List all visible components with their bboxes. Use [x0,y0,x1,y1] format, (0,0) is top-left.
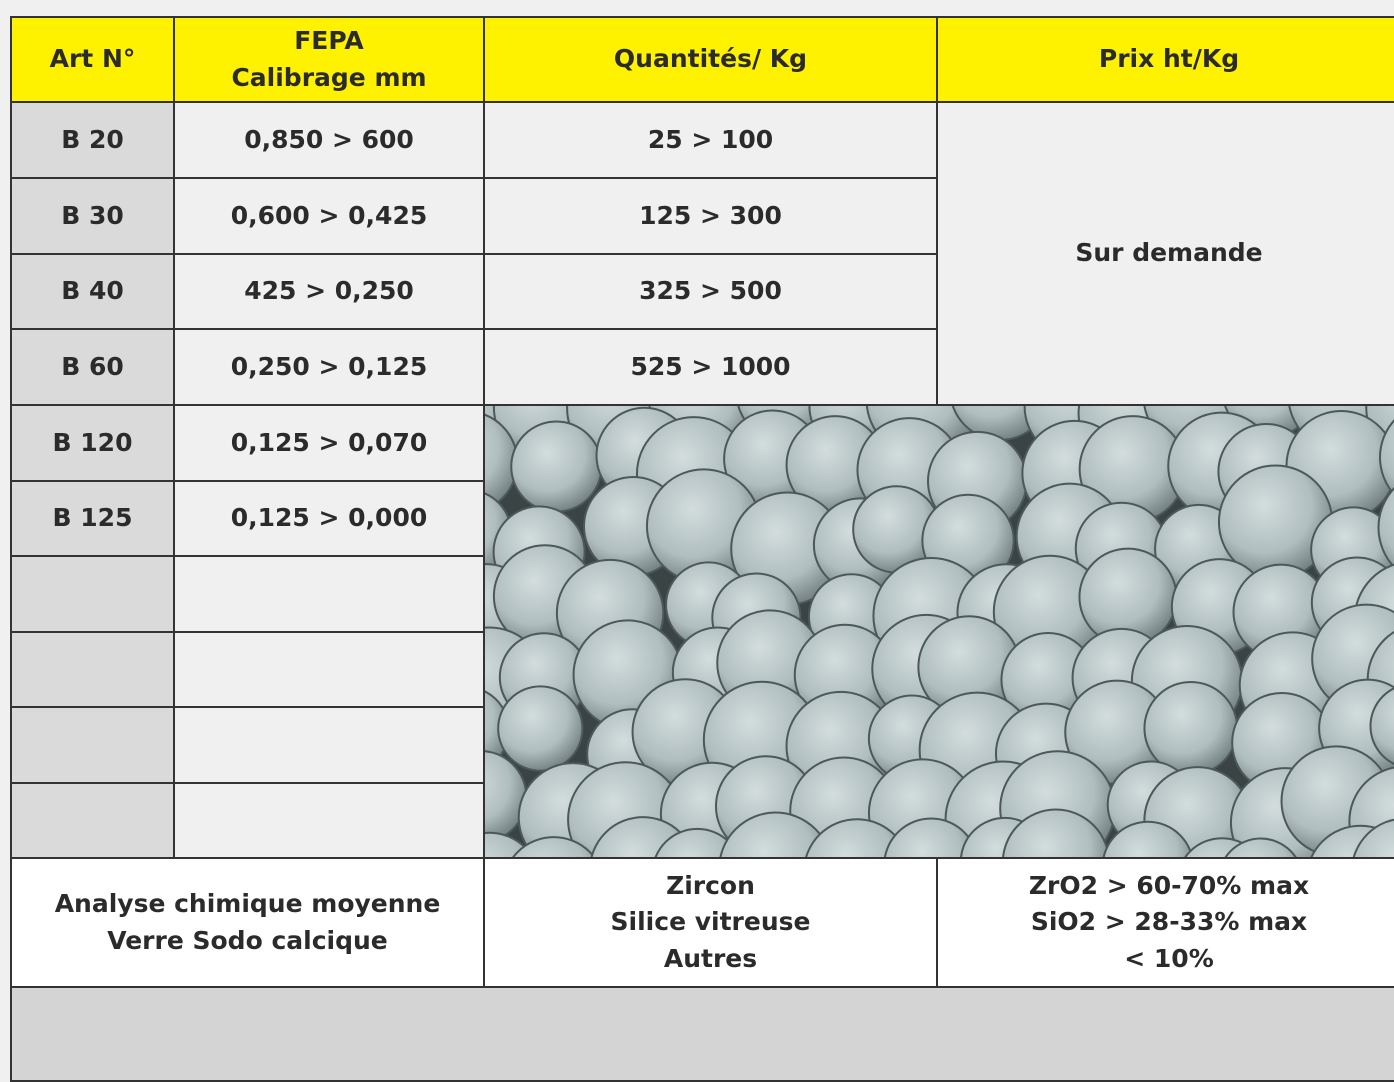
art-cell [10,706,175,784]
art-cell: B 125 [10,480,175,557]
art-cell: B 40 [10,253,175,330]
cell-text: 0,600 > 0,425 [230,200,428,230]
fepa-cell [173,555,485,633]
sphere [510,420,603,513]
fepa-cell: 0,250 > 0,125 [173,328,485,406]
art-cell: B 30 [10,177,175,255]
analysis-label: Analyse chimique moyenne Verre Sodo calci… [10,857,485,988]
cell-text: SiO2 > 28-33% max [1030,907,1308,937]
art-cell: B 60 [10,328,175,406]
cell-text: 0,125 > 0,070 [230,427,428,457]
cell-text: Silice vitreuse [610,907,811,937]
sphere [1002,808,1110,857]
header-cell: Art N° [10,16,175,103]
cell-text: 525 > 1000 [630,351,791,381]
qty-cell: 525 > 1000 [483,328,938,406]
cell-text: Calibrage mm [231,62,427,92]
fepa-cell [173,706,485,784]
cell-text: B 120 [52,427,133,457]
cell-text: 425 > 0,250 [244,276,414,306]
cell-text: Autres [663,943,758,973]
sphere [719,811,832,857]
cell-text: B 20 [61,124,124,154]
art-cell: B 20 [10,101,175,179]
fepa-cell: 0,850 > 600 [173,101,485,179]
cell-text: B 30 [61,200,124,230]
art-cell [10,555,175,633]
sphere [1379,419,1394,496]
qty-cell: 125 > 300 [483,177,938,255]
cell-text: 25 > 100 [647,124,774,154]
cell-text: ZrO2 > 60-70% max [1028,871,1310,901]
sphere [1352,818,1394,857]
photo [483,404,1394,859]
sphere [805,818,909,857]
fepa-cell: 0,125 > 0,000 [173,480,485,557]
cell-text: 125 > 300 [639,200,782,230]
fepa-cell: 0,600 > 0,425 [173,177,485,255]
fepa-cell [173,782,485,859]
art-cell [10,782,175,859]
sphere [1102,820,1194,857]
fepa-cell: 0,125 > 0,070 [173,404,485,482]
cell-text: 325 > 500 [639,276,782,306]
cell-text: Art N° [49,44,136,74]
sphere [654,827,741,857]
cell-text: < 10% [1124,943,1214,973]
cell-text: B 60 [61,351,124,381]
header-cell: FEPA Calibrage mm [173,16,485,103]
sphere [497,685,584,772]
sphere [1377,486,1394,569]
cell-text: B 125 [52,503,133,533]
art-cell [10,631,175,708]
cell-text: FEPA [294,26,364,56]
header-cell: Prix ht/Kg [936,16,1394,103]
sphere [512,836,596,857]
cell-text: 0,850 > 600 [244,124,414,154]
cell-text: Sur demande [1075,238,1263,268]
cell-text: Verre Sodo calcique [107,925,388,955]
sphere [883,817,979,857]
analysis-values: ZrO2 > 60-70% max SiO2 > 28-33% max < 10% [936,857,1394,988]
cell-text: Analyse chimique moyenne [54,889,441,919]
art-cell: B 120 [10,404,175,482]
cell-text: 0,250 > 0,125 [230,351,428,381]
cell-text: 0,125 > 0,000 [230,503,428,533]
fepa-cell: 425 > 0,250 [173,253,485,330]
cell-text: Quantités/ Kg [613,44,808,74]
sphere [1143,680,1239,776]
fepa-cell [173,631,485,708]
sphere [1369,687,1394,765]
cell-text: Prix ht/Kg [1098,44,1240,74]
header-cell: Quantités/ Kg [483,16,938,103]
spheres [485,406,1394,857]
cell-text: B 40 [61,276,124,306]
sphere [1224,837,1297,857]
qty-cell: 325 > 500 [483,253,938,330]
analysis-components: Zircon Silice vitreuse Autres [483,857,938,988]
cell-text: Zircon [666,871,755,901]
price-cell: Sur demande [936,101,1394,406]
qty-cell: 25 > 100 [483,101,938,179]
